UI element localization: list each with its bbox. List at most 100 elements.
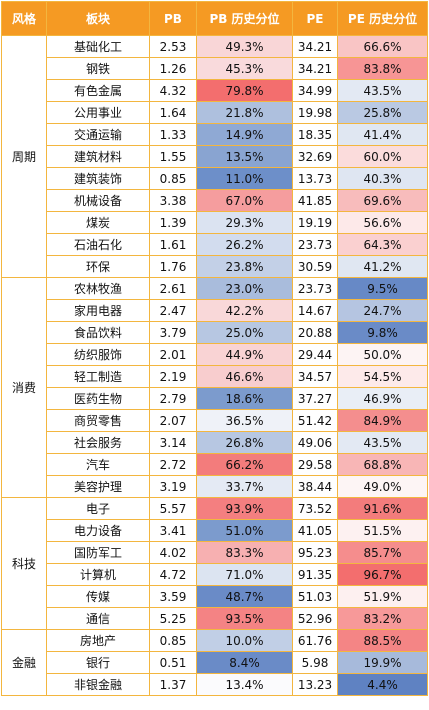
pb-percentile: 44.9% (196, 343, 293, 366)
table-row: 公用事业 1.64 21.8% 19.98 25.8% (2, 101, 428, 124)
pb-percentile: 11.0% (196, 167, 293, 190)
table-row: 金融 房地产 0.85 10.0% 61.76 88.5% (1, 629, 428, 696)
pe-value: 91.35 (292, 563, 338, 586)
pe-percentile: 68.8% (337, 453, 428, 476)
pe-value: 34.57 (292, 365, 338, 388)
sector-name: 农林牧渔 (46, 277, 150, 300)
sector-name: 建筑装饰 (46, 167, 150, 190)
sector-name: 非银金融 (46, 673, 150, 696)
pb-percentile: 45.3% (196, 57, 293, 80)
sector-name: 煤炭 (46, 211, 150, 234)
style-group-label: 金融 (1, 629, 47, 696)
style-group-label: 科技 (1, 497, 47, 630)
pe-percentile: 84.9% (337, 409, 428, 432)
pe-value: 23.73 (292, 277, 338, 300)
table-row: 电力设备 3.41 51.0% 41.05 51.5% (2, 519, 428, 542)
pb-value: 1.76 (149, 255, 197, 278)
sector-name: 食品饮料 (46, 321, 150, 344)
sector-name: 通信 (46, 607, 150, 630)
pb-percentile: 33.7% (196, 475, 293, 498)
table-row: 计算机 4.72 71.0% 91.35 96.7% (2, 563, 428, 586)
pe-value: 34.21 (292, 57, 338, 80)
pe-percentile: 85.7% (337, 541, 428, 564)
pe-value: 49.06 (292, 431, 338, 454)
pe-value: 18.35 (292, 123, 338, 146)
pb-value: 3.19 (149, 475, 197, 498)
pb-percentile: 13.4% (196, 673, 293, 696)
pb-percentile: 8.4% (196, 651, 293, 674)
pb-value: 2.61 (149, 277, 197, 300)
header-row: 风格 板块 PB PB 历史分位 PE PE 历史分位 (1, 1, 428, 36)
pe-percentile: 96.7% (337, 563, 428, 586)
pb-percentile: 46.6% (196, 365, 293, 388)
pe-percentile: 41.4% (337, 123, 428, 146)
pb-value: 4.32 (149, 79, 197, 102)
pb-percentile: 29.3% (196, 211, 293, 234)
sector-name: 商贸零售 (46, 409, 150, 432)
pe-value: 19.19 (292, 211, 338, 234)
pe-value: 51.42 (292, 409, 338, 432)
pe-percentile: 83.8% (337, 57, 428, 80)
pe-value: 13.73 (292, 167, 338, 190)
table-row: 非银金融 1.37 13.4% 13.23 4.4% (2, 673, 428, 696)
pe-percentile: 69.6% (337, 189, 428, 212)
pe-percentile: 41.2% (337, 255, 428, 278)
pb-value: 1.26 (149, 57, 197, 80)
pb-percentile: 23.8% (196, 255, 293, 278)
pe-value: 37.27 (292, 387, 338, 410)
pb-value: 0.85 (149, 629, 197, 652)
pe-percentile: 64.3% (337, 233, 428, 256)
pb-value: 2.72 (149, 453, 197, 476)
pe-value: 32.69 (292, 145, 338, 168)
sector-name: 机械设备 (46, 189, 150, 212)
pb-percentile: 79.8% (196, 79, 293, 102)
pe-value: 51.03 (292, 585, 338, 608)
pe-percentile: 66.6% (337, 35, 428, 58)
pb-percentile: 49.3% (196, 35, 293, 58)
pe-value: 5.98 (292, 651, 338, 674)
pe-value: 38.44 (292, 475, 338, 498)
sector-name: 家用电器 (46, 299, 150, 322)
pe-value: 29.58 (292, 453, 338, 476)
pb-percentile: 48.7% (196, 585, 293, 608)
pe-percentile: 9.8% (337, 321, 428, 344)
table-row: 石油石化 1.61 26.2% 23.73 64.3% (2, 233, 428, 256)
table-row: 环保 1.76 23.8% 30.59 41.2% (2, 255, 428, 278)
pb-value: 2.01 (149, 343, 197, 366)
pe-value: 52.96 (292, 607, 338, 630)
table-body: 周期 基础化工 2.53 49.3% 34.21 66.6% 钢铁 1.26 45.3% 34.2… (1, 35, 428, 696)
table-row: 周期 基础化工 2.53 49.3% 34.21 66.6% (1, 35, 428, 278)
pe-percentile: 88.5% (337, 629, 428, 652)
pb-value: 4.72 (149, 563, 197, 586)
sector-name: 环保 (46, 255, 150, 278)
table-row: 建筑材料 1.55 13.5% 32.69 60.0% (2, 145, 428, 168)
pb-percentile: 36.5% (196, 409, 293, 432)
pb-value: 1.37 (149, 673, 197, 696)
pb-value: 2.53 (149, 35, 197, 58)
pe-value: 13.23 (292, 673, 338, 696)
pb-value: 3.59 (149, 585, 197, 608)
pb-percentile: 93.5% (196, 607, 293, 630)
pe-percentile: 19.9% (337, 651, 428, 674)
table-row: 通信 5.25 93.5% 52.96 83.2% (2, 607, 428, 630)
style-group-label: 周期 (1, 35, 47, 278)
table-row: 消费 农林牧渔 2.61 23.0% 23.73 9.5% (1, 277, 428, 498)
pb-value: 2.47 (149, 299, 197, 322)
pb-percentile: 26.2% (196, 233, 293, 256)
pe-value: 34.21 (292, 35, 338, 58)
table-row: 煤炭 1.39 29.3% 19.19 56.6% (2, 211, 428, 234)
pb-value: 1.64 (149, 101, 197, 124)
pe-percentile: 50.0% (337, 343, 428, 366)
pb-percentile: 66.2% (196, 453, 293, 476)
header-pb-percentile: PB 历史分位 (196, 1, 293, 36)
pe-percentile: 83.2% (337, 607, 428, 630)
pe-value: 14.67 (292, 299, 338, 322)
header-pe: PE (292, 1, 338, 36)
pe-percentile: 46.9% (337, 387, 428, 410)
pe-value: 95.23 (292, 541, 338, 564)
pb-value: 4.02 (149, 541, 197, 564)
pe-percentile: 91.6% (337, 497, 428, 520)
style-group-label: 消费 (1, 277, 47, 498)
pb-value: 1.55 (149, 145, 197, 168)
table-row: 钢铁 1.26 45.3% 34.21 83.8% (2, 57, 428, 80)
